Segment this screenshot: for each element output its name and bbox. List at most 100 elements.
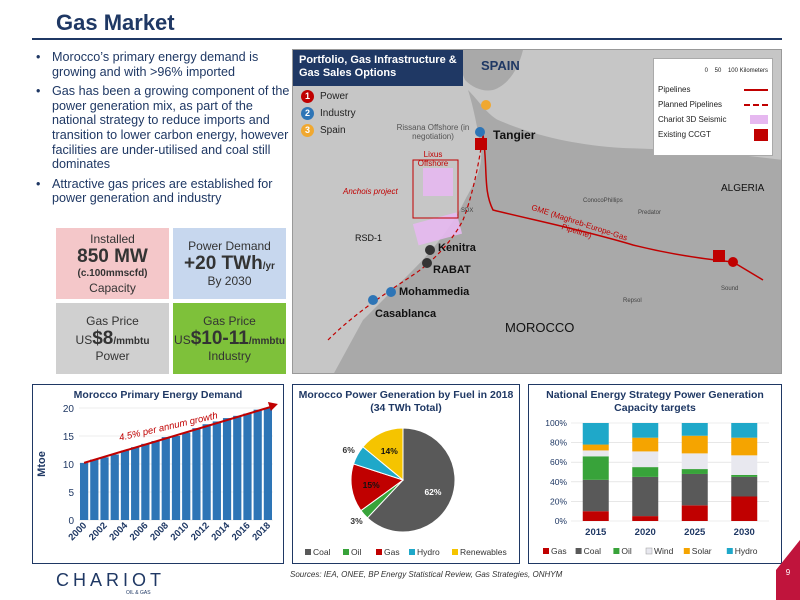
- pie-data-label: 62%: [424, 487, 441, 497]
- stacked-bar-segment: [632, 467, 659, 477]
- source-note: Sources: IEA, ONEE, BP Energy Statistica…: [290, 570, 563, 579]
- bar: [171, 436, 181, 520]
- map-legend: 1 Power 2 Industry 3 Spain: [301, 90, 356, 141]
- bar: [80, 462, 89, 520]
- legend-label: Renewables: [460, 547, 507, 557]
- key-label: Planned Pipelines: [658, 100, 723, 109]
- trend-arrow: [83, 405, 275, 464]
- map-key: 0 50 100 Kilometers Pipelines Planned Pi…: [653, 58, 773, 156]
- bar: [100, 457, 109, 520]
- lixus-block: [412, 159, 459, 219]
- card-sub: (c.100mmscfd): [77, 268, 148, 279]
- power-marker: [728, 257, 738, 267]
- legend-item: 1 Power: [301, 90, 356, 103]
- bar: [202, 424, 211, 520]
- y-tick-label: 40%: [550, 477, 567, 487]
- x-tick-label: 2025: [684, 527, 706, 538]
- stacked-bar-segment: [731, 496, 758, 521]
- bullet-list: Morocco’s primary energy demand is growi…: [36, 50, 298, 211]
- stacked-bar-chart: 0% 20% 40% 60% 80% 100% 2015 2020 2025 2030 Gas Coa…: [543, 418, 769, 556]
- seismic-area: [423, 168, 453, 196]
- map-label-algeria: ALGERIA: [721, 183, 765, 194]
- key-label: Existing CCGT: [658, 130, 711, 139]
- spain-coast: [453, 50, 523, 91]
- card-unit: /yr: [262, 261, 275, 272]
- x-tick-label: 2004: [107, 520, 130, 543]
- legend-item: 3 Spain: [301, 124, 356, 137]
- infrastructure-map: Portfolio, Gas Infrastructure & Gas Sale…: [292, 49, 782, 374]
- legend-label: Coal: [313, 547, 331, 557]
- bullet-item: Attractive gas prices are established fo…: [36, 177, 298, 206]
- pie-data-label: 3%: [350, 516, 363, 526]
- key-item: Planned Pipelines: [658, 97, 768, 112]
- x-tick-label: 2018: [250, 520, 273, 543]
- stacked-bar-segment: [731, 474, 758, 477]
- primary-demand-chart: Morocco Primary Energy Demand 0 5 10 15 20 Mt…: [32, 384, 284, 564]
- pie-slice: [350, 463, 405, 512]
- bar: [151, 441, 160, 520]
- legend-swatch: [376, 549, 382, 555]
- card-label: Installed: [90, 232, 135, 246]
- y-tick-label: 0: [68, 516, 74, 527]
- card-value: +20 TWh: [184, 253, 263, 274]
- bar-chart: 05101520Mtoe2000200220042006200820102012…: [36, 402, 278, 543]
- city-marker: [475, 127, 485, 137]
- legend-swatch: [452, 549, 458, 555]
- bar: [253, 409, 262, 520]
- stacked-bar-segment: [681, 435, 708, 454]
- stacked-bar-segment: [632, 423, 659, 438]
- power-demand-card: Power Demand +20 TWh/yr By 2030: [173, 228, 286, 299]
- pie-chart: 62% 3% 15% 6% 14% Coal Oil Gas Hydro Renewables: [305, 427, 507, 557]
- stacked-bar-segment: [681, 423, 708, 436]
- legend-swatch: [305, 549, 311, 555]
- legend-label: Gas: [384, 547, 400, 557]
- scale-label: 0: [704, 67, 708, 74]
- y-tick-label: 0%: [555, 516, 568, 526]
- map-label-anchois: Anchois project: [343, 187, 398, 196]
- pipeline-swatch: [744, 88, 768, 91]
- stacked-bar-segment: [731, 437, 758, 456]
- map-label-conoco: ConocoPhillips: [583, 198, 623, 204]
- legend-num: 3: [301, 124, 314, 137]
- map-label-spain: SPAIN: [481, 58, 520, 73]
- card-label: Gas Price: [203, 314, 256, 328]
- stacked-bar-segment: [582, 444, 609, 451]
- city-marker: [386, 287, 396, 297]
- map-label-kenitra: Kenitra: [438, 242, 476, 254]
- legend-label: Power: [320, 91, 349, 102]
- y-tick-label: 20%: [550, 496, 567, 506]
- pipeline: [732, 261, 764, 281]
- legend-swatch: [726, 548, 733, 554]
- y-tick-label: 100%: [545, 418, 567, 428]
- bullet-item: Gas has been a growing component of the …: [36, 84, 298, 172]
- key-item: Existing CCGT: [658, 127, 768, 142]
- stacked-bar-segment: [681, 453, 708, 470]
- map-label-morocco: MOROCCO: [505, 320, 575, 335]
- bar: [212, 421, 221, 520]
- bar: [243, 413, 252, 520]
- company-logo: CHARIOT: [56, 570, 165, 590]
- bullet-item: Morocco’s primary energy demand is growi…: [36, 50, 298, 79]
- map-label-sdx: SDX: [461, 208, 474, 214]
- bar: [233, 415, 242, 520]
- pie-data-label: 6%: [343, 445, 356, 455]
- ccgt-icon: [475, 138, 487, 150]
- card-value: $10-11: [190, 328, 249, 349]
- y-tick-label: 5: [68, 488, 74, 499]
- legend-label: Wind: [654, 546, 674, 556]
- x-tick-label: 2002: [87, 520, 110, 543]
- stacked-bar-segment: [582, 423, 609, 445]
- card-label: Power: [95, 349, 130, 363]
- legend-swatch: [409, 549, 415, 555]
- x-tick-label: 2014: [209, 520, 232, 543]
- gas-price-industry-card: Gas Price US$10-11/mmbtu Industry: [173, 303, 286, 374]
- stacked-bar-segment: [582, 450, 609, 457]
- legend-swatch: [645, 547, 653, 555]
- stacked-bar-segment: [731, 423, 758, 438]
- y-tick-label: 60%: [550, 457, 567, 467]
- stacked-bar-segment: [632, 516, 659, 521]
- y-tick-label: 80%: [550, 438, 567, 448]
- map-label-rissana: Rissana Offshore (in negotiation): [396, 123, 470, 141]
- x-tick-label: 2030: [734, 527, 755, 538]
- card-label: Industry: [208, 349, 251, 363]
